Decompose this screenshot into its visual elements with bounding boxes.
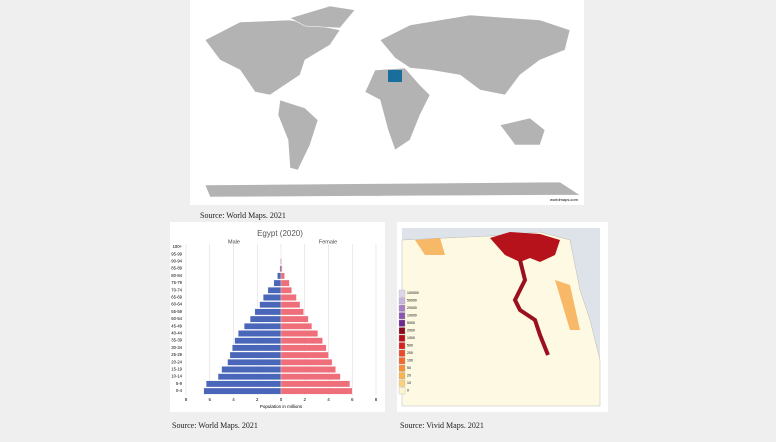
caption: Source: Vivid Maps. 2021 — [400, 421, 484, 430]
y-tick-label: 55-59 — [171, 309, 182, 314]
bar — [281, 266, 282, 272]
legend-label: 1000 — [407, 336, 415, 340]
legend-swatch — [399, 388, 405, 395]
y-tick-label: 40-44 — [171, 331, 182, 336]
legend-swatch — [399, 365, 405, 372]
bar — [281, 330, 318, 336]
bar — [281, 280, 289, 286]
y-tick-label: 20-24 — [171, 359, 182, 364]
legend-swatch — [399, 305, 405, 312]
bar — [281, 309, 304, 315]
y-tick-label: 50-54 — [171, 316, 182, 321]
y-tick-label: 60-64 — [171, 302, 182, 307]
bar — [268, 287, 281, 293]
y-tick-label: 45-49 — [171, 323, 182, 328]
bar — [281, 388, 352, 394]
bar — [281, 381, 350, 387]
bar — [281, 258, 282, 264]
legend-swatch — [399, 320, 405, 327]
bar — [250, 316, 281, 322]
bar — [277, 273, 281, 279]
y-tick-label: 10-14 — [171, 374, 182, 379]
bar — [281, 302, 300, 308]
watermark: worldmaps.com — [550, 197, 579, 202]
y-tick-label: 65-69 — [171, 295, 182, 300]
bar — [281, 287, 292, 293]
bar — [281, 352, 329, 358]
y-tick-label: 90-94 — [171, 259, 182, 264]
legend-label: 20 — [407, 374, 411, 378]
caption: Source: World Maps. 2021 — [200, 211, 286, 220]
bar — [232, 345, 281, 351]
egypt-highlight — [388, 70, 402, 82]
y-tick-label: 30-34 — [171, 345, 182, 350]
legend-label: Male — [228, 239, 240, 245]
y-tick-label: 35-39 — [171, 338, 182, 343]
bar — [206, 381, 281, 387]
legend-label: 5000 — [407, 321, 415, 325]
legend-swatch — [399, 343, 405, 350]
legend-label: 100000 — [407, 291, 419, 295]
legend-label: 100 — [407, 359, 413, 363]
y-tick-label: 0-4 — [176, 388, 183, 393]
legend-label: 2000 — [407, 329, 415, 333]
y-tick-label: 80-84 — [171, 273, 182, 278]
bar — [204, 388, 281, 394]
bar — [222, 366, 281, 372]
caption: Source: World Maps. 2021 — [172, 421, 258, 430]
y-tick-label: 75-79 — [171, 280, 182, 285]
bar — [281, 323, 312, 329]
bar — [281, 366, 336, 372]
y-tick-label: 85-89 — [171, 266, 182, 271]
legend-swatch — [399, 373, 405, 380]
legend-label: 0 — [407, 389, 409, 393]
legend-label: 10000 — [407, 314, 417, 318]
bar — [235, 338, 281, 344]
y-tick-label: 70-74 — [171, 287, 182, 292]
bar — [281, 338, 323, 344]
legend-label: 50000 — [407, 299, 417, 303]
bar — [281, 294, 296, 300]
chart-title: Egypt (2020) — [257, 229, 303, 238]
bar — [280, 266, 281, 272]
legend-swatch — [399, 290, 405, 297]
bar — [260, 302, 281, 308]
bar — [255, 309, 281, 315]
y-tick-label: 95-99 — [171, 251, 182, 256]
legend-swatch — [399, 328, 405, 335]
y-tick-label: 100+ — [173, 244, 183, 249]
y-tick-label: 15-19 — [171, 367, 182, 372]
legend-swatch — [399, 298, 405, 305]
legend-label: 500 — [407, 344, 413, 348]
bar — [281, 316, 308, 322]
bar — [281, 359, 332, 365]
legend-swatch — [399, 380, 405, 387]
bar — [244, 323, 281, 329]
bar — [281, 345, 326, 351]
legend-label: Female — [319, 239, 337, 245]
legend-swatch — [399, 313, 405, 320]
bar — [281, 273, 285, 279]
legend-label: 10 — [407, 381, 411, 385]
x-axis-label: Population in millions — [260, 404, 303, 409]
legend-label: 50 — [407, 366, 411, 370]
legend-swatch — [399, 358, 405, 365]
legend-label: 200 — [407, 351, 413, 355]
legend-swatch — [399, 335, 405, 342]
y-tick-label: 25-29 — [171, 352, 182, 357]
legend-label: 20000 — [407, 306, 417, 310]
bar — [228, 359, 281, 365]
bar — [218, 374, 281, 380]
bar — [274, 280, 281, 286]
bar — [238, 330, 281, 336]
legend-swatch — [399, 350, 405, 357]
bar — [230, 352, 281, 358]
bar — [281, 374, 340, 380]
y-tick-label: 5-9 — [176, 381, 183, 386]
bar — [263, 294, 281, 300]
